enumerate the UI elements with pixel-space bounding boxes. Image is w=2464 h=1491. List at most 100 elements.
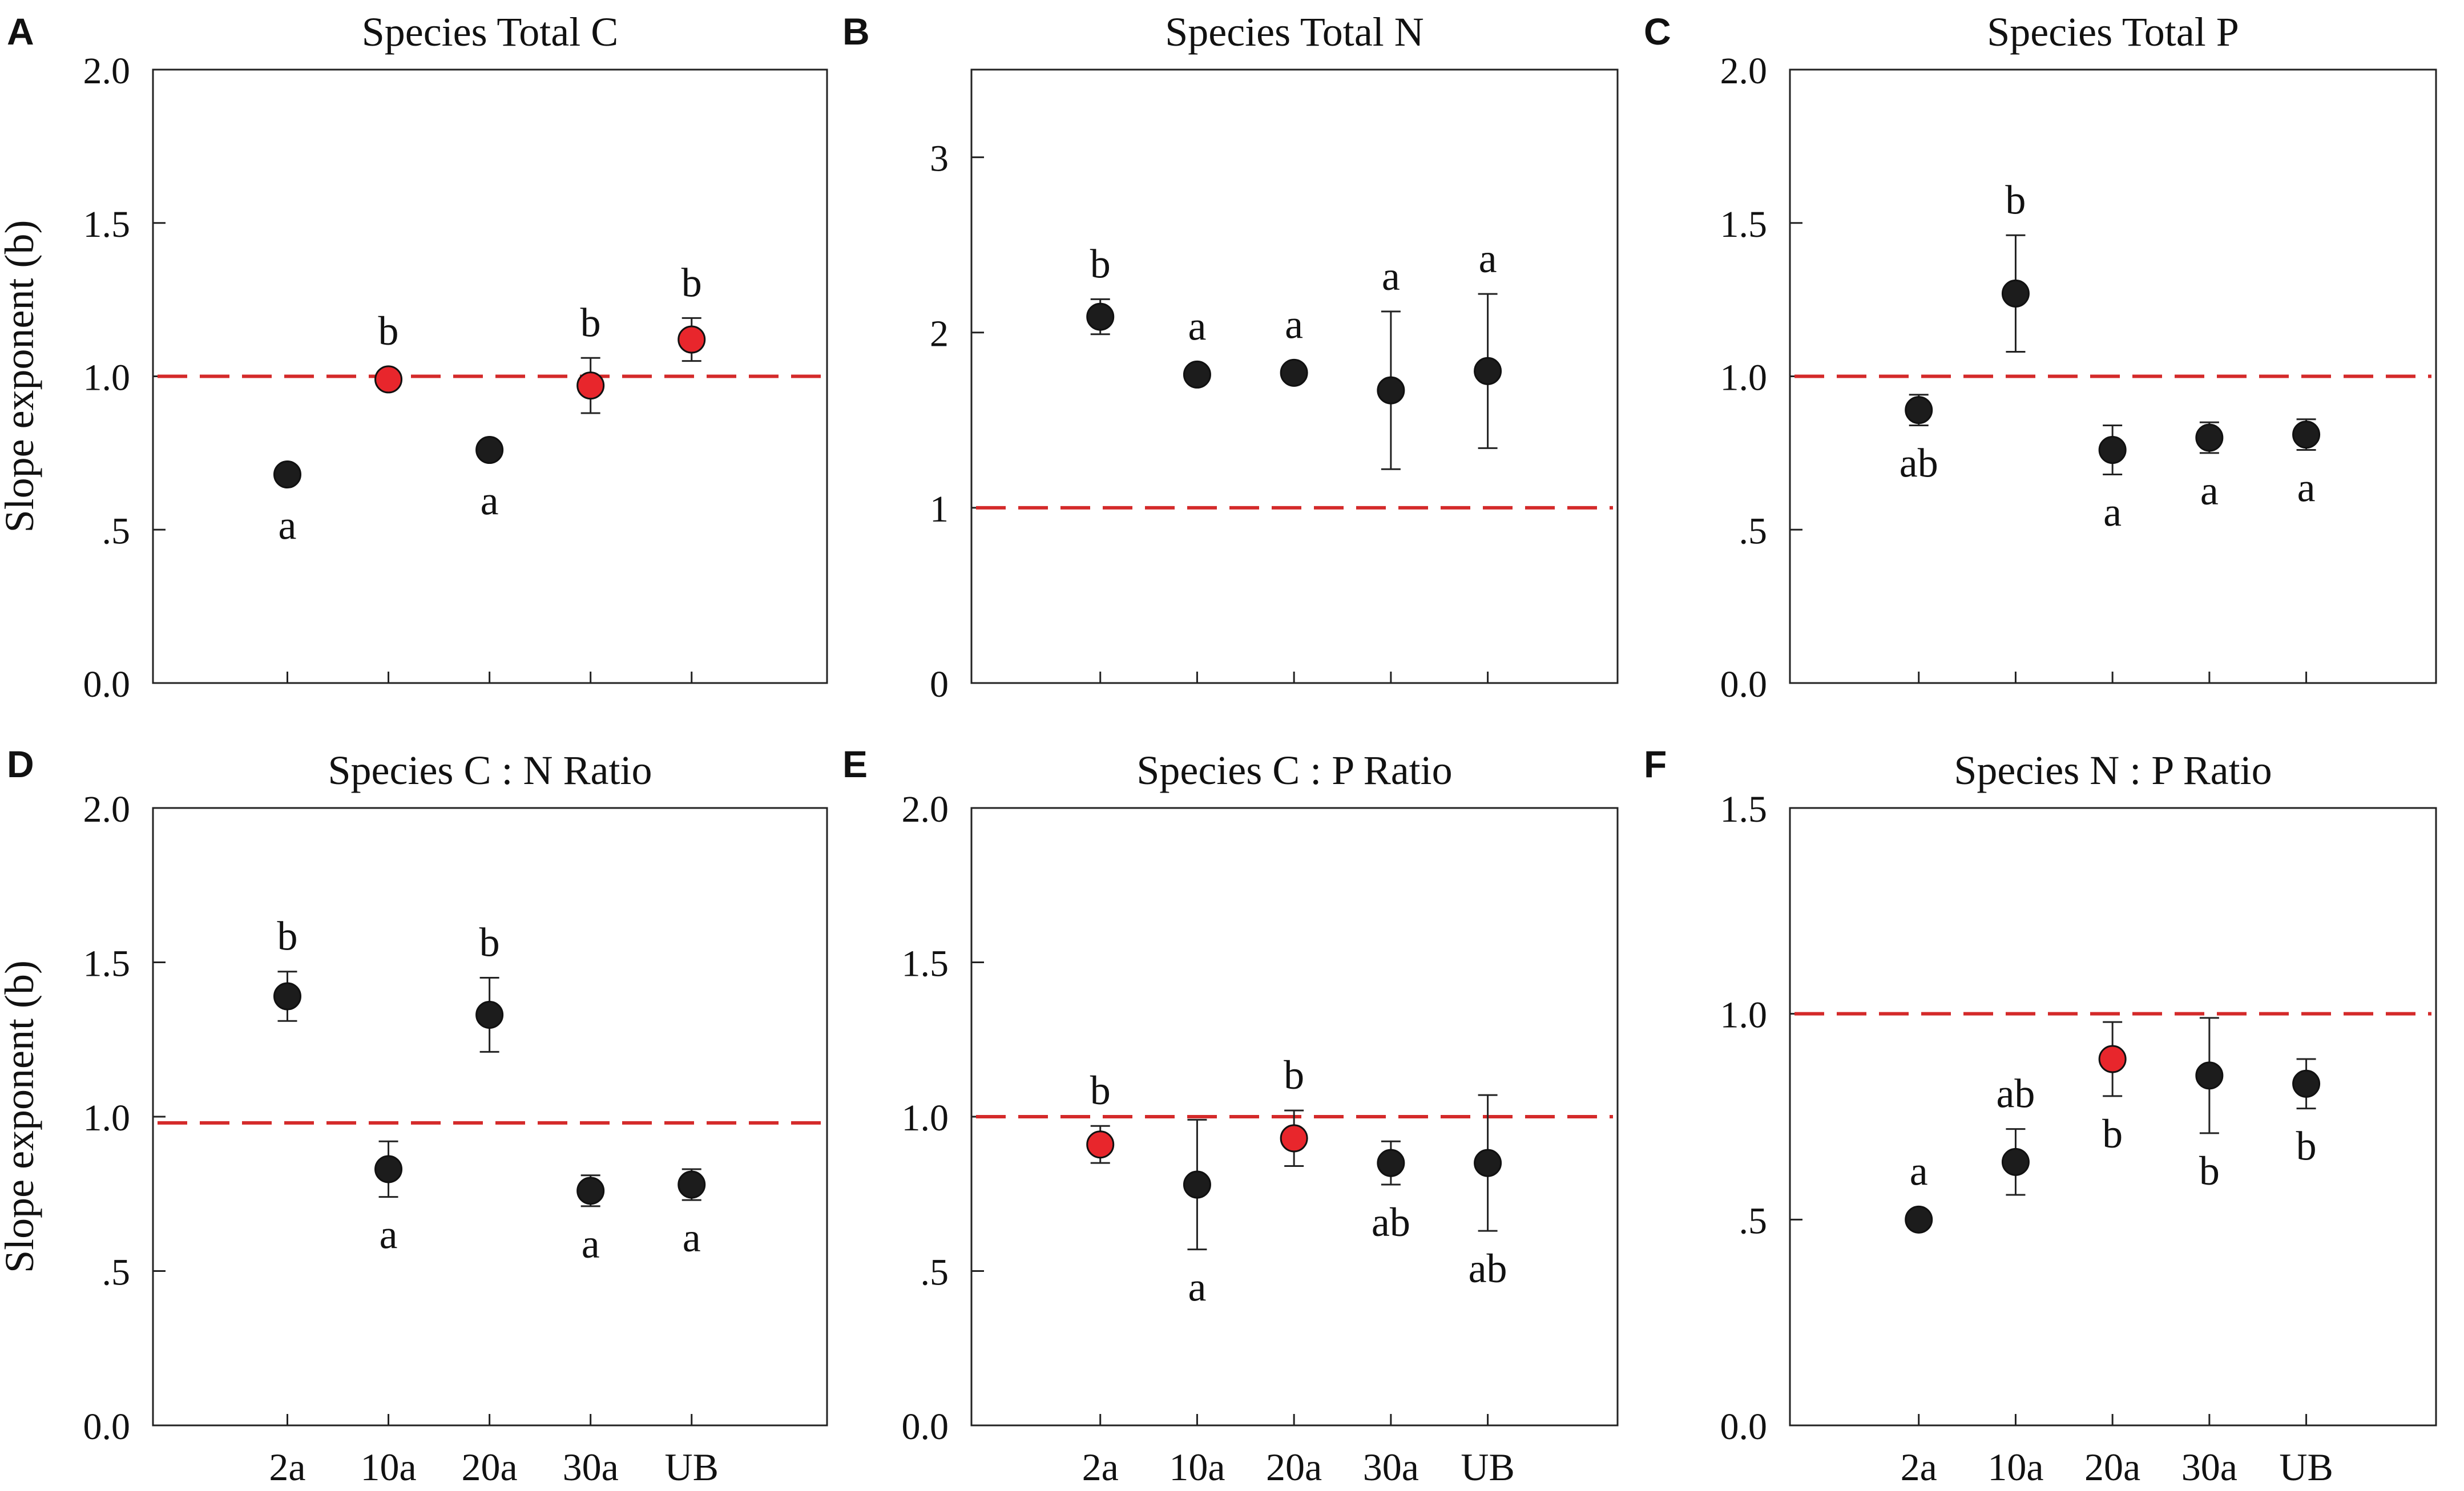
- y-tick-label: 0.0: [902, 1406, 949, 1448]
- data-point: [1474, 1149, 1502, 1177]
- data-point: [2098, 1045, 2127, 1073]
- data-point: [374, 365, 403, 394]
- significance-letter: ab: [1469, 1246, 1507, 1291]
- y-tick-label: 2: [930, 313, 949, 355]
- data-point: [2001, 1147, 2030, 1176]
- y-tick-label: 1: [930, 488, 949, 530]
- significance-letter: b: [378, 308, 399, 354]
- y-tick-label: 0.0: [1720, 1406, 1768, 1448]
- y-tick-label: 1.5: [1720, 204, 1768, 245]
- y-tick-label: 2.0: [1720, 50, 1768, 92]
- x-tick-label: 20a: [462, 1445, 518, 1489]
- panel-c: C Species Total P 0.0 .5 1.0 1.5 2.0 ab b a a a: [1644, 9, 2437, 705]
- y-tick-label: 1.5: [83, 204, 131, 245]
- y-tick-label: 1.5: [1720, 789, 1768, 830]
- data-point: [1474, 357, 1502, 385]
- y-tick-label: 1.0: [83, 357, 131, 399]
- significance-letter: b: [2005, 177, 2026, 223]
- data-point: [678, 325, 706, 354]
- data-point: [2001, 279, 2030, 308]
- y-tick-label: 0: [930, 664, 949, 705]
- x-tick-label: 30a: [2181, 1445, 2237, 1489]
- y-tick-label: 0.0: [1720, 664, 1768, 705]
- panel-letter: E: [842, 743, 868, 785]
- significance-letter: b: [1090, 1068, 1111, 1113]
- x-tick-label: 2a: [1901, 1445, 1937, 1489]
- y-tick-label: 1.0: [1720, 995, 1768, 1036]
- significance-letter: a: [1188, 1264, 1206, 1310]
- significance-letter: a: [582, 1221, 600, 1267]
- x-tick-label: 2a: [1082, 1445, 1119, 1489]
- y-tick-label: 2.0: [902, 789, 949, 830]
- significance-letter: a: [1479, 236, 1497, 281]
- significance-letter: a: [2103, 490, 2122, 535]
- significance-letter: ab: [1900, 441, 1938, 486]
- plot-frame: [152, 807, 828, 1427]
- significance-letter: ab: [1996, 1071, 2035, 1117]
- x-tick-label: 2a: [269, 1445, 305, 1489]
- significance-letter: b: [1090, 241, 1111, 286]
- y-tick-label: 2.0: [83, 789, 131, 830]
- x-tick-label: UB: [665, 1445, 719, 1489]
- x-tick-label: 10a: [1169, 1445, 1225, 1489]
- significance-letter: b: [580, 300, 601, 345]
- significance-letter: b: [277, 914, 297, 959]
- x-tick-label: 30a: [563, 1445, 619, 1489]
- panel-letter: A: [7, 10, 34, 52]
- panel-a: A Species Total C Slope exponent (b) 0.0 .5 1…: [0, 9, 828, 705]
- y-tick-label: 3: [930, 138, 949, 180]
- x-tick-label: 10a: [1987, 1445, 2043, 1489]
- x-tick-label: 20a: [2084, 1445, 2140, 1489]
- significance-letter: a: [2200, 468, 2219, 514]
- panel-letter: F: [1644, 743, 1667, 785]
- data-point: [1377, 1149, 1405, 1177]
- significance-letter: b: [2102, 1111, 2123, 1157]
- data-point: [2098, 436, 2127, 464]
- y-axis-label: Slope exponent (b): [0, 220, 42, 533]
- significance-letter: ab: [1372, 1199, 1410, 1245]
- panel-letter: C: [1644, 10, 1671, 52]
- x-tick-label: 10a: [360, 1445, 416, 1489]
- data-point: [475, 1000, 504, 1029]
- data-point: [374, 1155, 403, 1183]
- y-tick-label: 1.0: [1720, 357, 1768, 399]
- y-tick-label: .5: [1739, 1200, 1768, 1242]
- data-point: [2195, 423, 2224, 452]
- significance-letter: a: [380, 1212, 398, 1258]
- x-tick-label: UB: [1461, 1445, 1514, 1489]
- significance-letter: a: [1382, 253, 1400, 299]
- significance-letter: a: [279, 503, 297, 548]
- significance-letter: b: [479, 920, 500, 965]
- panel-letter: B: [842, 10, 870, 52]
- y-tick-label: 0.0: [83, 664, 131, 705]
- panel-e: E Species C : P Ratio 0.0 .5 1.0 1.5 2.0 2a b 10a…: [842, 743, 1619, 1489]
- y-tick-label: 2.0: [83, 50, 131, 92]
- y-tick-label: .5: [921, 1252, 949, 1294]
- data-point: [2292, 421, 2321, 449]
- panel-title: Species Total N: [1165, 9, 1424, 55]
- y-tick-label: 0.0: [83, 1406, 131, 1448]
- data-point: [1280, 1124, 1308, 1153]
- y-tick-label: .5: [102, 1252, 131, 1294]
- data-point: [1905, 1205, 1933, 1234]
- significance-letter: b: [2296, 1124, 2317, 1169]
- data-point: [1377, 376, 1405, 405]
- significance-letter: a: [1910, 1148, 1928, 1194]
- data-point: [1183, 360, 1211, 389]
- panel-letter: D: [7, 743, 34, 785]
- y-tick-label: 1.5: [902, 943, 949, 985]
- y-tick-label: 1.5: [83, 943, 131, 985]
- data-point: [2195, 1061, 2224, 1090]
- panel-f: F Species N : P Ratio 0.0 .5 1.0 1.5 2a a 10a ab 2…: [1644, 743, 2437, 1489]
- data-point: [576, 1177, 605, 1205]
- data-point: [1086, 1130, 1115, 1159]
- data-point: [475, 436, 504, 464]
- y-tick-label: 1.0: [83, 1097, 131, 1139]
- y-tick-label: .5: [1739, 510, 1768, 552]
- significance-letter: a: [1285, 301, 1303, 347]
- panel-title: Species Total P: [1987, 9, 2239, 55]
- significance-letter: a: [2297, 465, 2316, 511]
- data-point: [1280, 358, 1308, 387]
- panel-b: B Species Total N 0 1 2 3 b a a a a: [842, 9, 1619, 705]
